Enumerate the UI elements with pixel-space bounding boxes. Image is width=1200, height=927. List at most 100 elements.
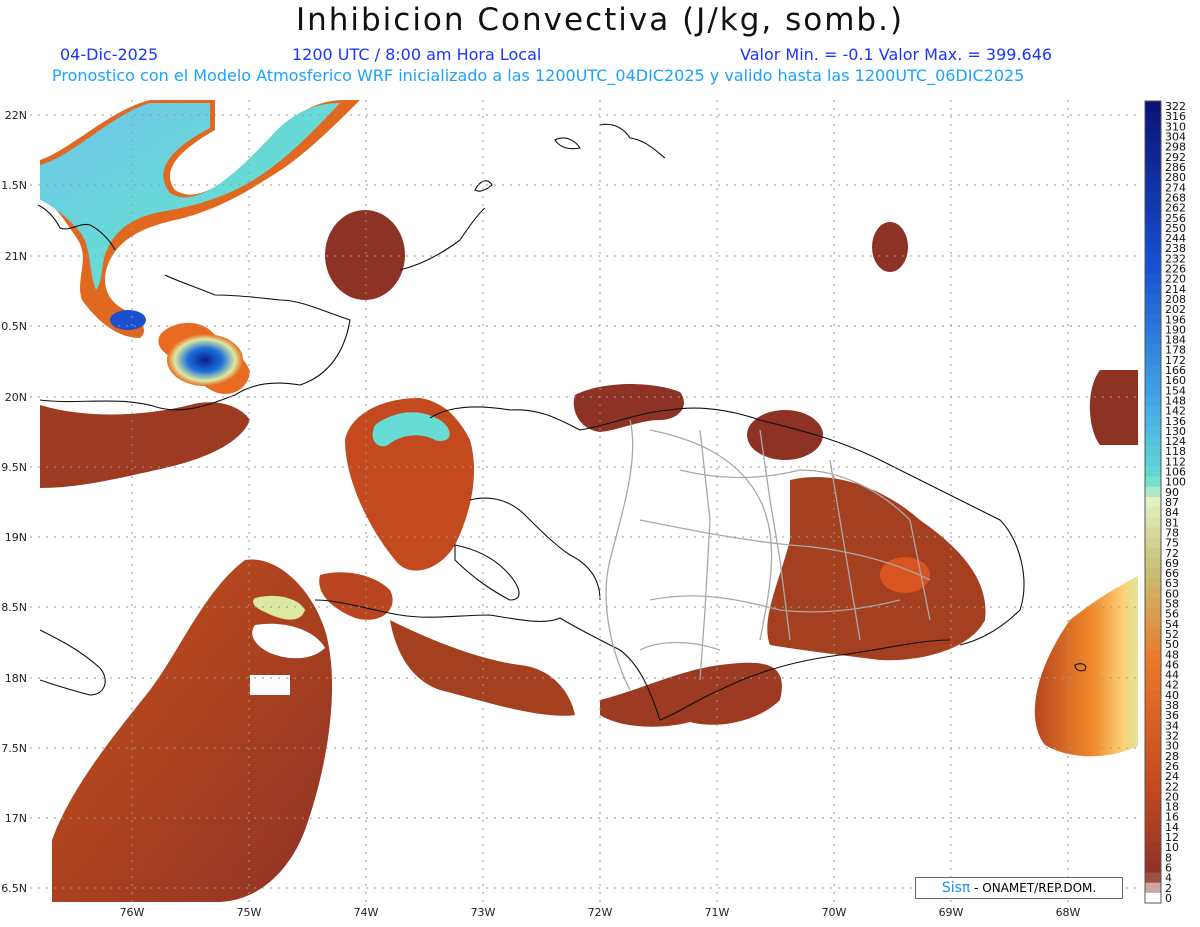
forecast-time: 1200 UTC / 8:00 am Hora Local	[292, 45, 542, 64]
colorbar-label: 36	[1165, 709, 1179, 722]
colorbar-swatch	[1145, 831, 1161, 843]
colorbar-label: 90	[1165, 486, 1179, 499]
colorbar-swatch	[1145, 304, 1161, 315]
colorbar-label: 268	[1165, 191, 1186, 204]
colorbar-swatch	[1145, 212, 1161, 224]
colorbar-label: 81	[1165, 516, 1179, 529]
colorbar-swatch	[1145, 101, 1161, 112]
colorbar-label: 232	[1165, 252, 1186, 265]
lon-label: 76W	[120, 906, 145, 919]
lat-label: 0.5N	[1, 320, 27, 333]
colorbar-label: 292	[1165, 151, 1186, 164]
colorbar-swatch	[1145, 243, 1161, 254]
colorbar-label: 69	[1165, 557, 1179, 570]
longitude-labels: 76W 75W 74W 73W 72W 71W 70W 69W 68W	[120, 906, 1081, 919]
colorbar-swatch	[1145, 466, 1161, 478]
cin-region-haiti-south	[390, 620, 575, 716]
colorbar-label: 316	[1165, 110, 1186, 123]
colorbar-label: 60	[1165, 587, 1179, 600]
colorbar-label: 50	[1165, 638, 1179, 651]
cin-region-east-edge	[1034, 576, 1138, 757]
colorbar-swatch	[1145, 608, 1161, 620]
colorbar-label: 22	[1165, 780, 1179, 793]
colorbar-swatch	[1145, 872, 1161, 884]
colorbar-label: 42	[1165, 679, 1179, 692]
colorbar-swatch	[1145, 131, 1161, 143]
cin-shading	[40, 100, 1138, 902]
colorbar-swatch	[1145, 121, 1161, 132]
cin-region-dr-north-east	[747, 410, 823, 460]
colorbar-swatch	[1145, 385, 1161, 396]
colorbar-label: 58	[1165, 598, 1179, 611]
forecast-date: 04-Dic-2025	[60, 45, 159, 64]
colorbar-label: 118	[1165, 445, 1186, 458]
colorbar-swatch	[1145, 771, 1161, 782]
colorbar-label: 172	[1165, 354, 1186, 367]
province-line-9	[639, 641, 721, 651]
cuba-coast	[39, 274, 351, 411]
colorbar-label: 48	[1165, 648, 1179, 661]
colorbar-swatch	[1145, 679, 1161, 691]
cin-region-dr-east-core	[880, 557, 930, 593]
lat-label: 6.5N	[1, 882, 27, 895]
colorbar-label: 280	[1165, 171, 1186, 184]
colorbar-swatch	[1145, 781, 1161, 792]
colorbar-swatch	[1145, 578, 1161, 589]
colorbar-swatch	[1145, 710, 1161, 721]
colorbar-swatch	[1145, 364, 1161, 376]
colorbar-swatch	[1145, 659, 1161, 670]
colorbar-label: 124	[1165, 435, 1186, 448]
lat-label: 9.5N	[1, 461, 27, 474]
lat-label: 7.5N	[1, 742, 27, 755]
island-1	[554, 137, 581, 150]
colorbar-label: 18	[1165, 801, 1179, 814]
colorbar-label: 46	[1165, 658, 1179, 671]
hispaniola-south-coast	[314, 599, 951, 721]
cin-region-southwest-peak	[253, 595, 305, 620]
colorbar-label: 226	[1165, 263, 1186, 276]
credit-box: Sisπ - ONAMET/REP.DOM.	[915, 877, 1123, 899]
colorbar-swatch	[1145, 699, 1161, 711]
colorbar-label: 63	[1165, 577, 1179, 590]
colorbar-label: 28	[1165, 750, 1179, 763]
colorbar-label: 100	[1165, 476, 1186, 489]
lat-label: 22N	[5, 109, 27, 122]
cin-region-nw-blue	[110, 310, 146, 330]
province-line-7	[829, 459, 861, 641]
lon-label: 70W	[822, 906, 847, 919]
cin-region-southwest-gap2	[252, 623, 325, 659]
colorbar-label: 87	[1165, 496, 1179, 509]
colorbar-swatch	[1145, 141, 1161, 153]
graticule	[30, 100, 1138, 902]
cin-region-nw-cyan	[40, 103, 340, 290]
colorbar-label: 66	[1165, 567, 1179, 580]
colorbar-label: 148	[1165, 394, 1186, 407]
border-haiti-dr	[605, 419, 634, 691]
cin-region-dr-south	[600, 662, 782, 727]
colorbar-swatch	[1145, 892, 1161, 904]
colorbar-swatch	[1145, 263, 1161, 274]
colorbar-label: 190	[1165, 323, 1186, 336]
colorbar-swatch	[1145, 852, 1161, 863]
colorbar-swatch	[1145, 425, 1161, 437]
colorbar-swatch	[1145, 273, 1161, 285]
colorbar-swatch	[1145, 730, 1161, 741]
cin-region-blob-east	[1089, 370, 1138, 445]
lat-label: 18N	[5, 672, 27, 685]
colorbar-swatch	[1145, 517, 1161, 528]
colorbar-label: 75	[1165, 537, 1179, 550]
lon-label: 73W	[471, 906, 496, 919]
province-line-8	[909, 519, 931, 621]
colorbar-label: 16	[1165, 811, 1179, 824]
colorbar-swatch	[1145, 557, 1161, 569]
island-2	[599, 123, 666, 159]
colorbar-swatch	[1145, 415, 1161, 427]
colorbar-label: 20	[1165, 790, 1179, 803]
colorbar-swatch	[1145, 293, 1161, 305]
colorbar-label: 196	[1165, 313, 1186, 326]
colorbar-swatch	[1145, 740, 1161, 752]
colorbar: 3223163103042982922862802742682622562502…	[1144, 100, 1186, 905]
colorbar-label: 14	[1165, 821, 1179, 834]
colorbar-label: 52	[1165, 628, 1179, 641]
